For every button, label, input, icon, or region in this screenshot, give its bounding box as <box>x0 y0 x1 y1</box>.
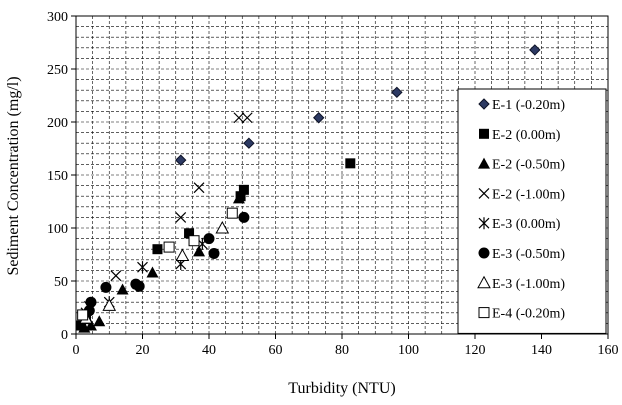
legend-box <box>457 88 607 334</box>
x-tick-label: 0 <box>73 343 80 358</box>
x-tick-label: 160 <box>598 343 619 358</box>
data-point-series-2 <box>152 244 163 255</box>
data-point-series-3 <box>193 245 206 257</box>
legend-entry: E-4 (-0.20m) <box>492 307 565 322</box>
y-tick-label: 100 <box>47 222 68 237</box>
data-point-series-1 <box>313 112 325 124</box>
x-tick-label: 120 <box>465 343 486 358</box>
legend-marker <box>478 247 490 259</box>
y-tick-label: 300 <box>47 10 68 25</box>
x-tick-label: 100 <box>398 343 419 358</box>
legend-marker <box>478 187 490 199</box>
data-point-series-2 <box>238 184 249 195</box>
legend-marker <box>479 128 489 139</box>
data-point-series-4 <box>175 211 187 223</box>
y-tick-label: 200 <box>47 116 68 131</box>
y-tick-label: 0 <box>61 328 68 343</box>
data-point-series-8 <box>188 235 200 247</box>
data-point-series-7 <box>175 248 190 262</box>
legend-entry: E-3 (0.00m) <box>492 217 561 232</box>
legend-marker <box>478 98 490 110</box>
data-point-series-2 <box>75 320 86 331</box>
legend-entry: E-3 (-1.00m) <box>492 277 565 292</box>
data-point-series-1 <box>175 154 187 166</box>
legend-entry: E-2 (-0.50m) <box>492 158 565 173</box>
data-point-series-8 <box>163 241 175 253</box>
legend-marker <box>478 307 490 319</box>
x-axis-label: Turbidity (NTU) <box>288 380 395 397</box>
y-tick-label: 50 <box>54 275 68 290</box>
legend-marker <box>478 157 490 169</box>
data-point-series-3 <box>93 315 106 327</box>
axis-ticks: 0 20 40 60 80 100 120 140 160 0 50 100 150 200 250 300 <box>47 10 619 358</box>
y-tick-label: 250 <box>47 63 68 78</box>
data-point-series-8 <box>226 207 238 219</box>
data-point-series-6 <box>238 211 250 223</box>
data-point-series-1 <box>391 86 403 99</box>
y-tick-label: 150 <box>47 169 68 184</box>
data-point-series-7 <box>215 220 230 234</box>
grid-lines <box>76 16 608 334</box>
data-point-series-7 <box>102 298 117 311</box>
data-points <box>75 44 541 333</box>
legend-entry: E-1 (-0.20m) <box>492 98 565 113</box>
data-point-series-6 <box>85 296 97 308</box>
x-tick-label: 140 <box>531 343 552 358</box>
x-tick-label: 60 <box>269 343 283 358</box>
x-tick-label: 20 <box>136 343 150 358</box>
legend: E-1 (-0.20m) E-2 (0.00m) E-2 (-0.50m) E-2 (… <box>457 88 607 334</box>
data-point-series-6 <box>203 233 215 245</box>
data-point-series-4 <box>193 182 205 194</box>
data-point-series-6 <box>100 281 112 293</box>
data-point-series-1 <box>243 137 255 149</box>
data-point-series-6 <box>208 247 220 259</box>
data-point-series-4 <box>110 270 122 282</box>
legend-entry: E-2 (-1.00m) <box>492 187 565 202</box>
x-tick-label: 80 <box>335 343 349 358</box>
data-point-series-4 <box>233 112 245 124</box>
legend-entry: E-3 (-0.50m) <box>492 247 565 262</box>
data-point-series-8 <box>77 309 89 321</box>
data-point-series-1 <box>529 44 541 56</box>
data-point-series-3 <box>84 319 97 331</box>
legend-marker <box>478 217 490 230</box>
data-point-series-3 <box>232 192 245 204</box>
y-axis-label: Sediment Concentration (mg/l) <box>5 76 22 275</box>
legend-entry: E-2 (0.00m) <box>492 128 561 143</box>
data-point-series-2 <box>184 228 195 239</box>
data-point-series-6 <box>133 280 145 292</box>
x-tick-label: 40 <box>202 343 216 358</box>
data-point-series-3 <box>116 283 129 295</box>
data-point-series-2 <box>345 158 356 169</box>
data-point-series-4 <box>241 112 253 124</box>
legend-marker <box>477 275 491 289</box>
data-point-series-3 <box>146 266 159 278</box>
data-point-series-5 <box>137 261 148 274</box>
